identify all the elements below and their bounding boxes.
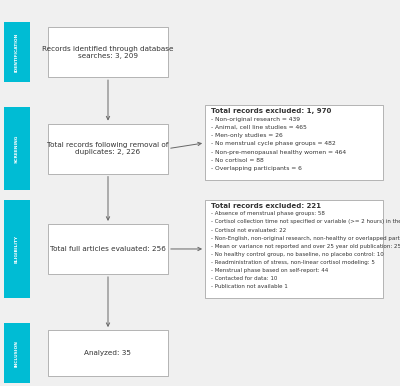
Text: - Non-original research = 439: - Non-original research = 439 xyxy=(211,117,300,122)
FancyBboxPatch shape xyxy=(48,224,168,274)
Text: - Contacted for data: 10: - Contacted for data: 10 xyxy=(211,276,278,281)
Text: - Cortisol collection time not specified or variable (>= 2 hours) in the morning: - Cortisol collection time not specified… xyxy=(211,219,400,224)
FancyBboxPatch shape xyxy=(205,105,383,181)
Text: - Mean or variance not reported and over 25 year old publication: 25: - Mean or variance not reported and over… xyxy=(211,244,400,249)
Text: - Publication not available 1: - Publication not available 1 xyxy=(211,284,288,289)
Text: - No healthy control group, no baseline, no placebo control: 10: - No healthy control group, no baseline,… xyxy=(211,252,384,257)
Text: - Cortisol not evaluated: 22: - Cortisol not evaluated: 22 xyxy=(211,227,287,232)
Bar xyxy=(4,22,30,82)
Text: - Menstrual phase based on self-report: 44: - Menstrual phase based on self-report: … xyxy=(211,268,329,273)
Text: Total full articles evaluated: 256: Total full articles evaluated: 256 xyxy=(50,246,166,252)
Text: Total records following removal of
duplicates: 2, 226: Total records following removal of dupli… xyxy=(47,142,169,155)
Text: - Men-only studies = 26: - Men-only studies = 26 xyxy=(211,133,283,138)
Text: Total records excluded: 221: Total records excluded: 221 xyxy=(211,203,322,209)
Bar xyxy=(4,107,30,190)
Text: INCLUSION: INCLUSION xyxy=(15,340,19,367)
Text: Records identified through database
searches: 3, 209: Records identified through database sear… xyxy=(42,46,174,59)
Bar xyxy=(4,323,30,383)
Text: Analyzed: 35: Analyzed: 35 xyxy=(84,350,132,356)
Text: - Readministration of stress, non-linear cortisol modeling: 5: - Readministration of stress, non-linear… xyxy=(211,260,375,265)
FancyBboxPatch shape xyxy=(48,27,168,77)
Text: Total records excluded: 1, 970: Total records excluded: 1, 970 xyxy=(211,108,332,114)
FancyBboxPatch shape xyxy=(48,330,168,376)
FancyBboxPatch shape xyxy=(48,124,168,174)
Text: SCREENING: SCREENING xyxy=(15,134,19,163)
Text: ELIGIBILITY: ELIGIBILITY xyxy=(15,235,19,263)
Bar xyxy=(4,200,30,298)
Text: - Overlapping participants = 6: - Overlapping participants = 6 xyxy=(211,166,302,171)
Text: - No menstrual cycle phase groups = 482: - No menstrual cycle phase groups = 482 xyxy=(211,142,336,146)
Text: - Non-English, non-original research, non-healthy or overlapped participants: 6: - Non-English, non-original research, no… xyxy=(211,235,400,240)
Text: - Non-pre-menopausal healthy women = 464: - Non-pre-menopausal healthy women = 464 xyxy=(211,150,346,155)
FancyBboxPatch shape xyxy=(205,200,383,298)
Text: - Animal, cell line studies = 465: - Animal, cell line studies = 465 xyxy=(211,125,307,130)
Text: - Absence of menstrual phase groups: 58: - Absence of menstrual phase groups: 58 xyxy=(211,212,325,216)
Text: - No cortisol = 88: - No cortisol = 88 xyxy=(211,158,264,163)
Text: IDENTIFICATION: IDENTIFICATION xyxy=(15,32,19,72)
